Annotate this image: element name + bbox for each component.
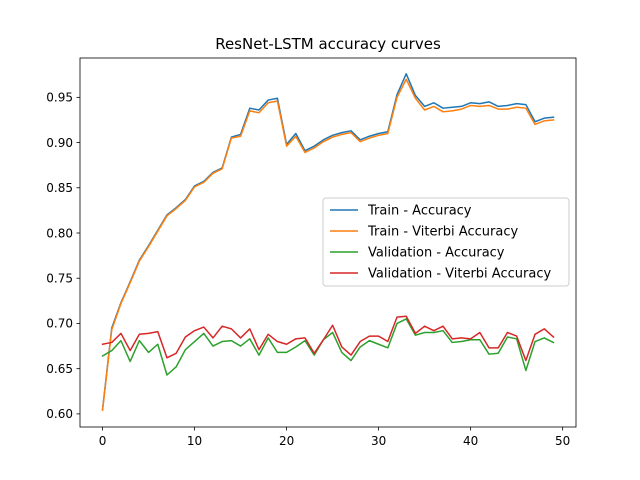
series-line-4 [101, 315, 555, 362]
legend-box [322, 197, 570, 287]
y-tick-label: 0.80 [46, 226, 73, 240]
legend-label-3: Validation - Accuracy [368, 246, 505, 261]
series-line-2 [101, 78, 555, 412]
x-tick-label: 20 [279, 434, 294, 448]
y-tick-label: 0.75 [46, 272, 73, 286]
legend-label-2: Train - Viterbi Accuracy [367, 225, 518, 240]
y-tick-label: 0.90 [46, 136, 73, 150]
y-tick-label: 0.95 [46, 91, 73, 105]
x-tick-label: 40 [463, 434, 478, 448]
legend: Train - Accuracy Train - Viterbi Accuracy… [322, 197, 570, 287]
legend-label-1: Train - Accuracy [367, 204, 472, 219]
y-tick-label: 0.70 [46, 317, 73, 331]
legend-label-4: Validation - Viterbi Accuracy [368, 267, 551, 282]
axes-frame [79, 57, 577, 428]
y-tick-label: 0.85 [46, 181, 73, 195]
x-tick-label: 50 [555, 434, 570, 448]
x-tick-label: 0 [99, 434, 107, 448]
x-tick-label: 30 [371, 434, 386, 448]
y-tick-label: 0.65 [46, 362, 73, 376]
plot-area: 0 10 20 30 40 50 0.60 0.65 0.70 0.75 0.80 0.85 0.90 0… [46, 57, 577, 448]
series-line-3 [101, 318, 555, 376]
x-tick-label: 10 [187, 434, 202, 448]
chart-title: ResNet-LSTM accuracy curves [215, 35, 441, 53]
y-tick-label: 0.60 [46, 407, 73, 421]
